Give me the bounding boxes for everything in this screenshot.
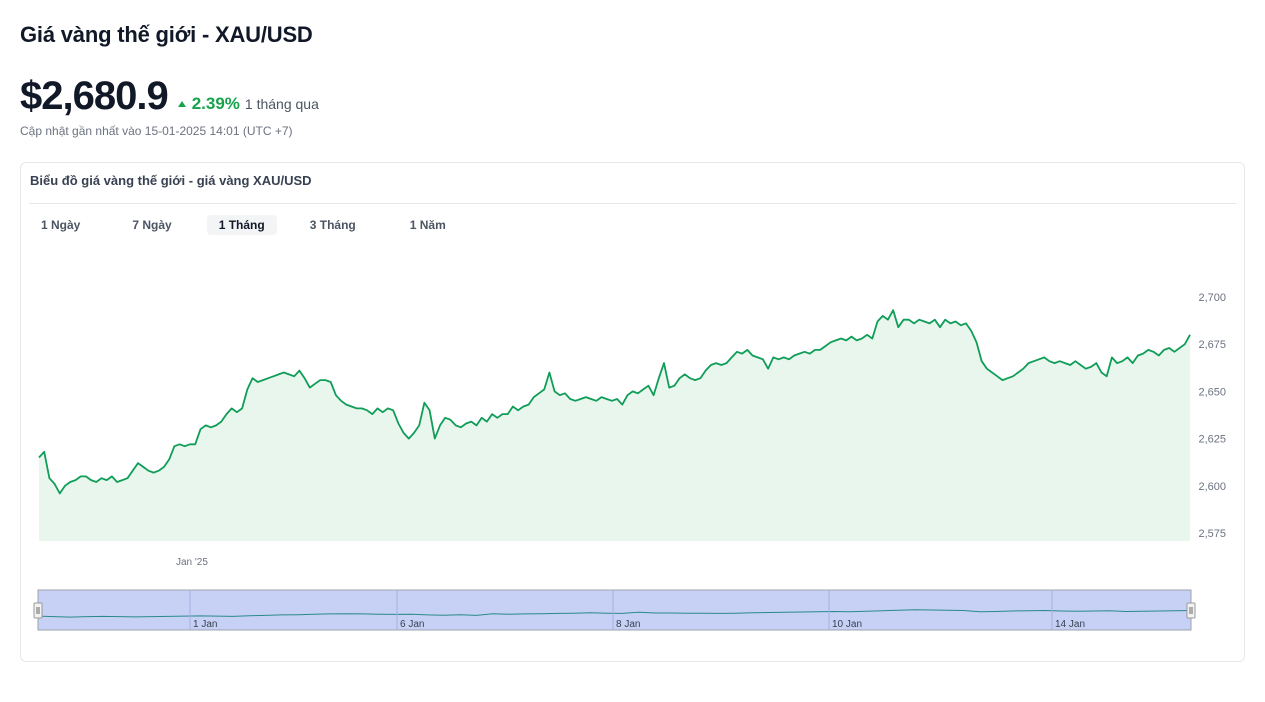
y-tick-label: 2,600 [1198, 481, 1226, 493]
series-area [39, 310, 1190, 541]
y-tick-label: 2,700 [1198, 292, 1226, 304]
navigator-date-label: 6 Jan [400, 619, 424, 630]
change-percent: 2.39% [191, 94, 240, 113]
tab-1-year[interactable]: 1 Năm [409, 218, 446, 232]
up-arrow-icon [177, 101, 186, 107]
current-price: $2,680.9 [20, 74, 169, 118]
navigator-series [37, 609, 1192, 618]
navigator-right-handle[interactable] [1186, 602, 1196, 619]
tab-3-months[interactable]: 3 Tháng [309, 218, 356, 232]
price-change: 2.39% [177, 94, 240, 114]
last-updated: Cập nhật gần nhất vào 15-01-2025 14:01 (… [20, 124, 293, 138]
tab-1-month[interactable]: 1 Tháng [206, 215, 277, 235]
chart-card-title: Biểu đồ giá vàng thế giới - giá vàng XAU… [30, 173, 312, 188]
range-tabs: 1 Ngày 7 Ngày 1 Tháng 3 Tháng 1 Năm [29, 215, 488, 235]
divider [29, 203, 1236, 204]
series-line [38, 309, 1191, 495]
y-tick-label: 2,575 [1198, 528, 1226, 540]
price-row: $2,680.9 2.39% 1 tháng qua [20, 74, 319, 119]
navigator-date-label: 10 Jan [832, 619, 862, 630]
navigator-date-label: 8 Jan [616, 619, 640, 630]
page-title: Giá vàng thế giới - XAU/USD [20, 22, 313, 47]
change-period: 1 tháng qua [244, 96, 319, 112]
navigator-window [37, 589, 1192, 631]
tab-7-days[interactable]: 7 Ngày [132, 218, 172, 232]
y-tick-label: 2,650 [1198, 386, 1226, 398]
navigator-left-handle[interactable] [33, 602, 43, 619]
y-tick-label: 2,675 [1198, 339, 1226, 351]
y-tick-label: 2,625 [1198, 434, 1226, 446]
navigator-date-label: 1 Jan [193, 619, 217, 630]
navigator-date-label: 14 Jan [1055, 619, 1085, 630]
tab-1-day[interactable]: 1 Ngày [41, 218, 81, 232]
x-tick-label: Jan '25 [176, 557, 208, 568]
